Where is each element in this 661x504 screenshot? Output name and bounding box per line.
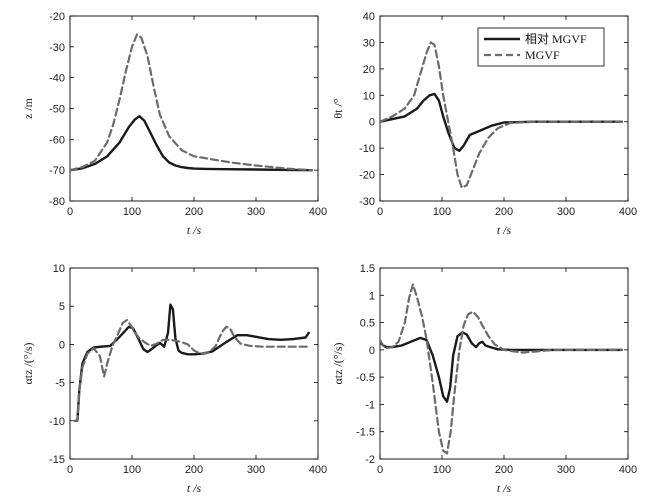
plot-frame	[69, 15, 319, 202]
x-axis-label: t /s	[497, 223, 512, 237]
x-tick-label: 400	[619, 464, 637, 476]
y-tick-label: 1.5	[360, 263, 375, 275]
y-tick-label: -15	[49, 454, 65, 466]
panel-alpha-z: 0 100 200 300 400 -15 -10 -5 0 5 10 t /s αtz /(°/s)	[21, 263, 327, 495]
y-tick-label: -5	[55, 378, 65, 390]
x-tick-label: 0	[67, 206, 73, 218]
x-axis-label: t /s	[187, 481, 202, 495]
y-tick-label: 20	[363, 64, 375, 76]
legend-label: 相对 MGVF	[525, 32, 587, 46]
x-tick-label: 200	[185, 464, 203, 476]
series-line-relative-mgvf	[380, 331, 623, 403]
y-tick-label: -40	[49, 73, 65, 85]
y-tick-label: -30	[359, 196, 375, 208]
y-tick-label: -0.5	[356, 372, 375, 384]
series-line-relative-mgvf	[73, 303, 310, 422]
x-tick-label: 400	[619, 206, 637, 218]
series-line-mgvf	[70, 33, 313, 172]
y-tick-label: 10	[363, 90, 375, 102]
x-tick-label: 400	[309, 206, 327, 218]
x-tick-label: 300	[557, 464, 575, 476]
x-tick-label: 0	[67, 464, 73, 476]
x-tick-label: 300	[247, 206, 265, 218]
series-line-mgvf	[380, 283, 623, 455]
legend: 相对 MGVF MGVF	[477, 27, 605, 67]
x-tick-label: 200	[185, 206, 203, 218]
y-axis-label: θt /°	[331, 98, 345, 118]
y-tick-label: -50	[49, 104, 65, 116]
x-tick-label: 300	[557, 206, 575, 218]
y-tick-label: 40	[363, 11, 375, 23]
series-line-mgvf	[380, 41, 623, 189]
plot-frame	[379, 267, 629, 460]
x-tick-label: 0	[377, 464, 383, 476]
y-tick-label: 5	[59, 301, 65, 313]
y-axis-label: αtz /(°/s)	[331, 342, 345, 384]
x-axis-label: t /s	[187, 223, 202, 237]
x-tick-label: 100	[433, 206, 451, 218]
y-tick-label: 0	[369, 117, 375, 129]
x-tick-label: 300	[247, 464, 265, 476]
y-tick-label: -60	[49, 134, 65, 146]
x-tick-label: 0	[377, 206, 383, 218]
x-axis-label: t /s	[497, 481, 512, 495]
y-tick-label: -10	[359, 143, 375, 155]
y-tick-label: -20	[49, 11, 65, 23]
y-tick-label: 0	[59, 339, 65, 351]
y-tick-label: -1	[365, 399, 375, 411]
y-tick-label: 0.5	[360, 318, 375, 330]
panel-alpha-y: 0 100 200 300 400 -2 -1.5 -1 -0.5 0 0.5 1 1.5 t /s αtz…	[331, 263, 637, 495]
y-tick-label: -80	[49, 196, 65, 208]
series-line-mgvf	[73, 318, 310, 422]
legend-label: MGVF	[525, 48, 560, 62]
panel-z: 0 100 200 300 400 -80 -70 -60 -50 -40 -30 -20 t /s z …	[21, 11, 327, 237]
y-tick-label: 10	[53, 263, 65, 275]
y-axis-label: z /m	[21, 97, 35, 119]
y-tick-label: 1	[369, 290, 375, 302]
y-tick-label: -30	[49, 42, 65, 54]
y-tick-label: -70	[49, 165, 65, 177]
y-tick-label: -20	[359, 170, 375, 182]
x-tick-label: 100	[123, 206, 141, 218]
y-tick-label: 30	[363, 37, 375, 49]
x-tick-label: 200	[495, 464, 513, 476]
x-tick-label: 200	[495, 206, 513, 218]
y-axis-label: αtz /(°/s)	[21, 342, 35, 384]
plot-frame	[69, 267, 319, 460]
panel-theta: 0 100 200 300 400 -30 -20 -10 0 10 20 30 40 t /s θt /°…	[331, 11, 637, 237]
x-tick-label: 100	[433, 464, 451, 476]
x-tick-label: 100	[123, 464, 141, 476]
y-tick-label: -10	[49, 416, 65, 428]
legend-box	[477, 27, 605, 67]
x-tick-label: 400	[309, 464, 327, 476]
y-tick-label: -1.5	[356, 427, 375, 439]
y-tick-label: 0	[369, 345, 375, 357]
series-line-relative-mgvf	[70, 114, 313, 172]
y-tick-label: -2	[365, 454, 375, 466]
